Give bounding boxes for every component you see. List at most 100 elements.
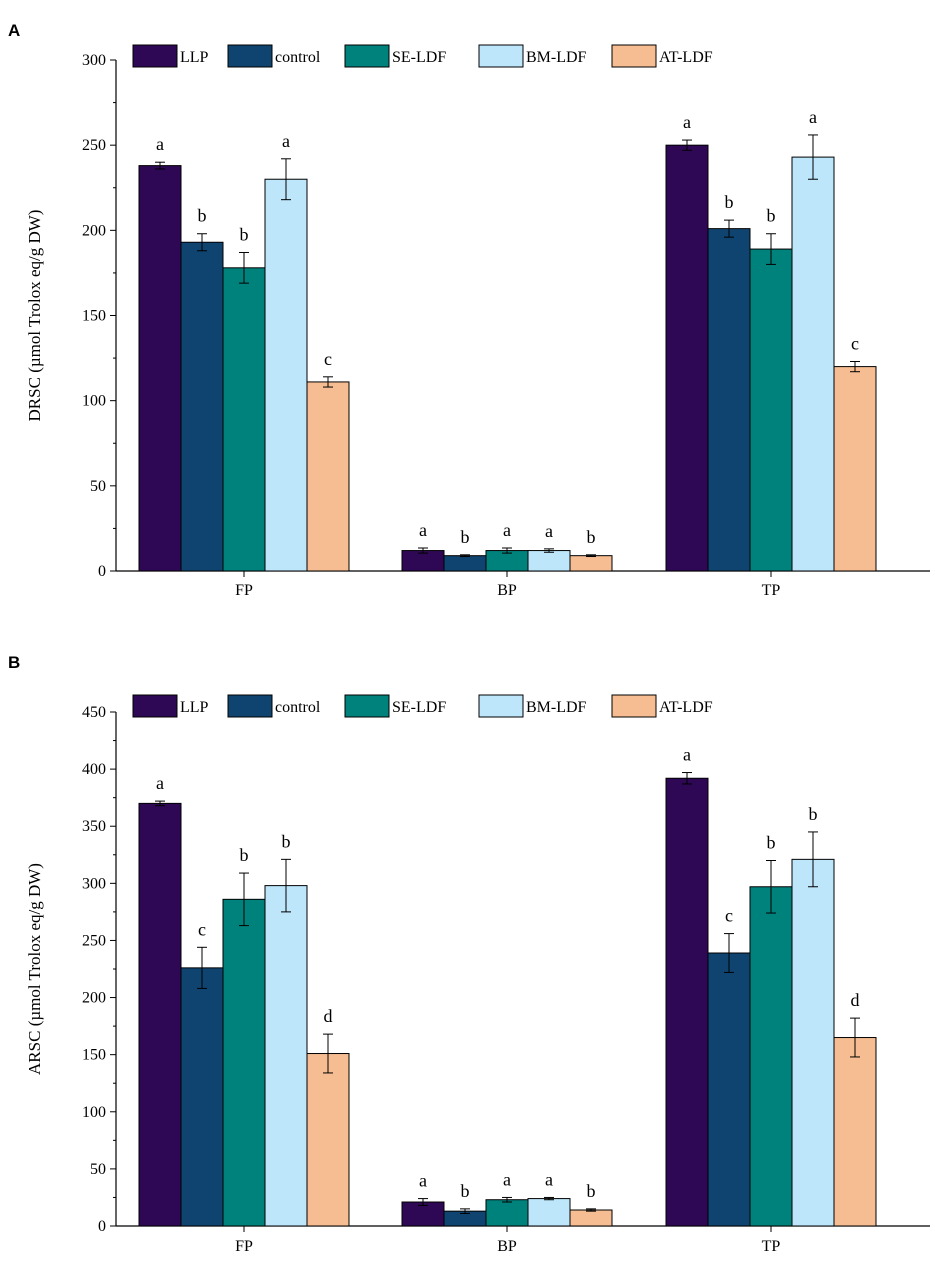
legend-label-llp: LLP	[180, 699, 209, 716]
y-tick-label: 200	[82, 222, 106, 239]
y-tick-label: 400	[82, 761, 106, 778]
significance-letter: d	[851, 990, 860, 1010]
legend-swatch-llp	[132, 694, 178, 718]
significance-letter: b	[809, 804, 818, 824]
bar-bm-ldf-tp	[791, 858, 835, 1227]
significance-letter: b	[240, 224, 249, 244]
bar-se-ldf-tp	[749, 248, 793, 572]
y-tick-label: 50	[90, 1161, 106, 1178]
significance-letter: a	[419, 520, 427, 540]
legend-swatch-control	[227, 44, 273, 68]
y-tick-label: 150	[82, 308, 106, 325]
bar-bm-ldf-bp	[527, 550, 571, 572]
significance-letter: b	[767, 832, 776, 852]
significance-letter: b	[461, 1181, 470, 1201]
significance-letter: a	[156, 773, 164, 793]
significance-letter: c	[725, 906, 733, 926]
y-tick-label: 100	[82, 393, 106, 410]
bar-control-fp	[180, 967, 224, 1227]
significance-letter: d	[324, 1006, 333, 1026]
legend-swatch-llp	[132, 44, 178, 68]
bar-control-tp	[707, 952, 751, 1227]
bar-control-bp	[443, 555, 487, 572]
bar-se-ldf-bp	[485, 1199, 529, 1227]
significance-letter: b	[587, 1181, 596, 1201]
legend-swatch-at-ldf	[611, 694, 657, 718]
y-tick-label: 250	[82, 137, 106, 154]
significance-letter: c	[198, 919, 206, 939]
y-tick-label: 350	[82, 818, 106, 835]
significance-letter: a	[545, 1169, 553, 1189]
significance-letter: b	[198, 206, 207, 226]
y-tick-label: 300	[82, 52, 106, 69]
y-axis-label: DRSC (µmol Trolox eq/g DW)	[25, 210, 44, 422]
significance-letter: b	[282, 831, 291, 851]
legend-label-at-ldf: AT-LDF	[659, 49, 713, 66]
bar-at-ldf-tp	[833, 366, 877, 572]
y-tick-label: 50	[90, 478, 106, 495]
bar-at-ldf-bp	[569, 555, 613, 572]
bar-se-ldf-bp	[485, 550, 529, 572]
bar-control-tp	[707, 228, 751, 572]
significance-letter: a	[809, 107, 817, 127]
legend-label-control: control	[275, 699, 321, 716]
bar-at-ldf-bp	[569, 1209, 613, 1227]
y-tick-label: 300	[82, 875, 106, 892]
bar-se-ldf-fp	[222, 267, 266, 572]
bar-llp-fp	[138, 165, 182, 572]
y-tick-label: 250	[82, 932, 106, 949]
x-category-label: BP	[497, 1238, 517, 1255]
bar-llp-tp	[665, 144, 709, 572]
significance-letter: b	[767, 206, 776, 226]
x-category-label: FP	[235, 1238, 253, 1255]
significance-letter: a	[419, 1171, 427, 1191]
significance-letter: b	[587, 527, 596, 547]
bar-at-ldf-fp	[306, 381, 350, 572]
y-tick-label: 0	[98, 1218, 106, 1235]
legend-label-se-ldf: SE-LDF	[392, 49, 446, 66]
significance-letter: b	[725, 192, 734, 212]
panel-letter: B	[8, 653, 20, 672]
y-tick-label: 100	[82, 1104, 106, 1121]
legend-swatch-bm-ldf	[478, 694, 524, 718]
x-category-label: TP	[762, 1238, 781, 1255]
bar-llp-tp	[665, 777, 709, 1227]
legend-label-bm-ldf: BM-LDF	[526, 49, 587, 66]
y-tick-label: 0	[98, 563, 106, 580]
significance-letter: a	[545, 521, 553, 541]
bar-llp-bp	[401, 550, 445, 572]
significance-letter: a	[282, 131, 290, 151]
legend-label-control: control	[275, 49, 321, 66]
legend-label-at-ldf: AT-LDF	[659, 699, 713, 716]
legend-swatch-bm-ldf	[478, 44, 524, 68]
legend-label-llp: LLP	[180, 49, 209, 66]
x-category-label: FP	[235, 582, 253, 599]
y-tick-label: 150	[82, 1047, 106, 1064]
significance-letter: c	[851, 333, 859, 353]
y-tick-label: 450	[82, 704, 106, 721]
y-axis-label: ARSC (µmol Trolox eq/g DW)	[25, 863, 44, 1075]
y-tick-label: 200	[82, 990, 106, 1007]
legend-label-se-ldf: SE-LDF	[392, 699, 446, 716]
legend-label-bm-ldf: BM-LDF	[526, 699, 587, 716]
significance-letter: c	[324, 349, 332, 369]
x-category-label: BP	[497, 582, 517, 599]
bar-se-ldf-tp	[749, 886, 793, 1227]
bar-bm-ldf-fp	[264, 178, 308, 572]
bar-bm-ldf-bp	[527, 1198, 571, 1227]
bar-se-ldf-fp	[222, 898, 266, 1227]
significance-letter: b	[461, 527, 470, 547]
significance-letter: a	[683, 112, 691, 132]
panel-b-chart: B 0 50 100 150 200 250 300 350 400 450 ARSC (µmol T…	[8, 653, 930, 1255]
legend-swatch-at-ldf	[611, 44, 657, 68]
legend-swatch-se-ldf	[344, 44, 390, 68]
legend-swatch-control	[227, 694, 273, 718]
bar-bm-ldf-fp	[264, 885, 308, 1227]
bar-control-fp	[180, 241, 224, 572]
panel-a-chart: A 0 50 100 150 200 250 300 DRSC (µmol Trolox eq/…	[8, 21, 930, 599]
legend-swatch-se-ldf	[344, 694, 390, 718]
panel-letter: A	[8, 21, 20, 40]
bar-at-ldf-fp	[306, 1053, 350, 1227]
significance-letter: a	[683, 745, 691, 765]
